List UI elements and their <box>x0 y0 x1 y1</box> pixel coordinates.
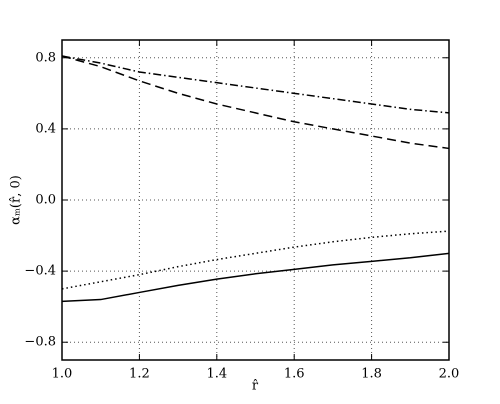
x-tick-label: 2.0 <box>439 367 460 382</box>
line-series <box>61 55 450 114</box>
y-tick-label: 0.0 <box>35 193 56 208</box>
y-tick-label: −0.8 <box>24 335 56 350</box>
line-series <box>61 252 450 303</box>
line-series <box>61 55 450 150</box>
x-tick-label: 1.8 <box>361 367 382 382</box>
x-tick-label: 1.2 <box>129 367 150 382</box>
plot-frame <box>61 39 450 361</box>
x-axis-label: r̂ <box>252 379 259 394</box>
x-tick-label: 1.6 <box>284 367 305 382</box>
x-tick-label: 1.0 <box>52 367 73 382</box>
y-tick-label: 0.4 <box>35 121 56 136</box>
x-tick-label: 1.4 <box>206 367 227 382</box>
y-tick-label: 0.8 <box>35 50 56 65</box>
y-tick-label: −0.4 <box>24 264 56 279</box>
y-axis-label: αₘ(r̂, 0) <box>9 175 24 225</box>
